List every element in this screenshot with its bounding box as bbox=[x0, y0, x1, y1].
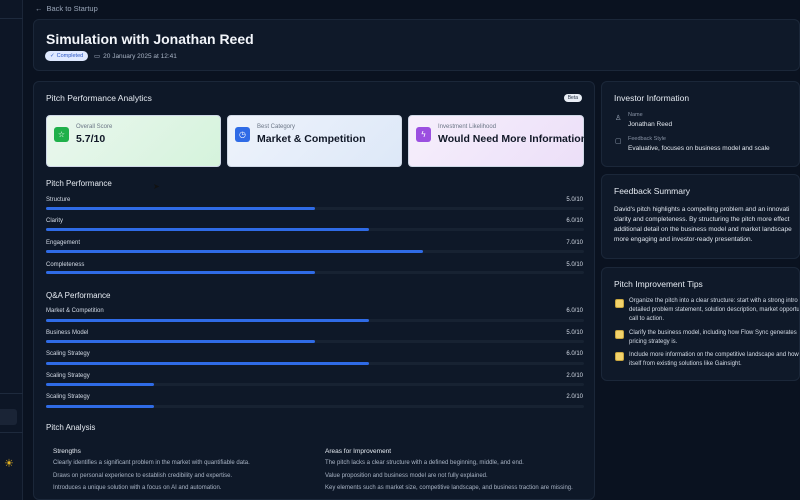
metric-bar bbox=[46, 271, 315, 274]
star-icon: ☆ bbox=[54, 127, 69, 142]
sidebar-item[interactable] bbox=[0, 409, 17, 425]
metric-label: Completeness bbox=[46, 262, 85, 268]
metric-label: Structure bbox=[46, 197, 71, 203]
metric-bar-track bbox=[46, 207, 584, 210]
metric-score: 5.0/10 bbox=[566, 330, 583, 336]
metric-bar-track bbox=[46, 405, 584, 408]
strength-item: Draws on personal experience to establis… bbox=[53, 473, 233, 479]
page-title: Simulation with Jonathan Reed bbox=[46, 31, 254, 47]
stat-label: Best Category bbox=[257, 124, 296, 130]
metric-bar bbox=[46, 405, 154, 408]
status-badge: ✓ Completed bbox=[45, 51, 89, 61]
metric-bar bbox=[46, 383, 154, 386]
sidebar-divider bbox=[0, 432, 23, 433]
clock-icon: ◷ bbox=[235, 127, 250, 142]
metric-bar bbox=[46, 250, 423, 253]
strength-item: Introduces a unique solution with a focu… bbox=[53, 485, 222, 491]
metric-score: 6.0/10 bbox=[566, 308, 583, 314]
sun-icon[interactable]: ☀ bbox=[4, 458, 14, 470]
date-text: 20 January 2025 at 12:41 bbox=[103, 52, 177, 60]
metric-bar-track bbox=[46, 362, 584, 365]
metric-label: Scaling Strategy bbox=[46, 351, 90, 357]
status-label: Completed bbox=[56, 53, 84, 59]
tips-title: Pitch Improvement Tips bbox=[614, 279, 703, 289]
back-label: Back to Startup bbox=[46, 4, 98, 13]
metric-bar bbox=[46, 207, 315, 210]
stat-card-overall-score: ☆ Overall Score 5.7/10 ➤ bbox=[46, 115, 221, 191]
stat-label: Investment Likelihood bbox=[438, 124, 497, 130]
metric-score: 2.0/10 bbox=[566, 373, 583, 379]
metric-label: Engagement bbox=[46, 240, 81, 246]
metric-label: Scaling Strategy bbox=[46, 394, 90, 400]
analytics-card: Pitch Performance Analytics Beta ☆ Overa… bbox=[33, 81, 595, 500]
tip-item: Organize the pitch into a clear structur… bbox=[629, 298, 800, 322]
metric-label: Business Model bbox=[46, 330, 89, 336]
pitch-analysis-title: Pitch Analysis bbox=[46, 423, 96, 432]
sidebar-divider bbox=[0, 393, 23, 394]
feedback-text: David's pitch highlights a compelling pr… bbox=[614, 206, 792, 243]
metric-label: Scaling Strategy bbox=[46, 373, 90, 379]
metric-bar-track bbox=[46, 228, 584, 231]
analytics-title: Pitch Performance Analytics bbox=[46, 93, 152, 103]
improvement-tips-card: Pitch Improvement Tips Organize the pitc… bbox=[601, 267, 800, 381]
metric-label: Market & Competition bbox=[46, 308, 104, 314]
strength-item: Clearly identifies a significant problem… bbox=[53, 460, 250, 466]
sidebar-divider bbox=[0, 18, 23, 19]
metric-bar-track bbox=[46, 319, 584, 322]
improvement-item: The pitch lacks a clear structure with a… bbox=[325, 460, 524, 466]
lightbulb-icon bbox=[615, 330, 624, 339]
stat-label: Overall Score bbox=[76, 124, 113, 130]
stat-value: 5.7/10 bbox=[76, 133, 106, 145]
feedback-title: Feedback Summary bbox=[614, 186, 691, 196]
qa-performance-title: Q&A Performance bbox=[46, 291, 111, 300]
metric-bar-track bbox=[46, 383, 584, 386]
feedback-style: Evaluative, focuses on business model an… bbox=[628, 145, 770, 152]
metric-bar bbox=[46, 228, 369, 231]
improvement-heading: Areas for Improvement bbox=[325, 448, 392, 455]
sidebar: ☀ bbox=[0, 0, 23, 500]
metric-bar-track bbox=[46, 340, 584, 343]
check-icon: ✓ bbox=[50, 53, 55, 59]
metric-bar bbox=[46, 340, 315, 343]
feedback-summary-card: Feedback Summary David's pitch highlight… bbox=[601, 174, 800, 259]
investor-title: Investor Information bbox=[614, 93, 690, 103]
beta-badge: Beta bbox=[563, 94, 582, 102]
metric-score: 6.0/10 bbox=[566, 351, 583, 357]
strengths-heading: Strengths bbox=[53, 448, 81, 455]
name-label: Name bbox=[628, 112, 643, 118]
metric-bar bbox=[46, 362, 369, 365]
pitch-performance-title: Pitch Performance bbox=[46, 179, 112, 188]
improvement-item: Value proposition and business model are… bbox=[325, 473, 488, 479]
user-icon: ♙ bbox=[615, 115, 622, 122]
lightbulb-icon bbox=[615, 352, 624, 361]
back-link[interactable]: ← Back to Startup bbox=[35, 4, 98, 13]
arrow-left-icon: ← bbox=[35, 4, 43, 13]
improvement-item: Key elements such as market size, compet… bbox=[325, 485, 573, 491]
stat-card-best-category: ◷ Best Category Market & Competition bbox=[227, 115, 402, 167]
metric-score: 5.0/10 bbox=[566, 197, 583, 203]
header-card: Simulation with Jonathan Reed ✓ Complete… bbox=[33, 19, 800, 71]
stat-card-investment-likelihood: ϟ Investment Likelihood Would Need More … bbox=[408, 115, 587, 167]
bolt-icon: ϟ bbox=[416, 127, 431, 142]
investor-name: Jonathan Reed bbox=[628, 121, 673, 128]
metric-score: 6.0/10 bbox=[566, 218, 583, 224]
metric-bar-track bbox=[46, 250, 584, 253]
mouse-cursor-icon: ➤ bbox=[153, 182, 160, 191]
metric-label: Clarity bbox=[46, 218, 64, 224]
investor-card: Investor Information ♙ Name Jonathan Ree… bbox=[601, 81, 800, 167]
tip-item: Clarify the business model, including ho… bbox=[629, 330, 797, 345]
metric-bar bbox=[46, 319, 369, 322]
metric-bar-track bbox=[46, 271, 584, 274]
metric-score: 2.0/10 bbox=[566, 394, 583, 400]
message-icon: ▢ bbox=[615, 138, 622, 145]
calendar-icon: ▭ bbox=[94, 53, 101, 60]
stat-value: Market & Competition bbox=[257, 133, 366, 145]
session-date: ▭ 20 January 2025 at 12:41 bbox=[94, 51, 177, 61]
metric-score: 5.0/10 bbox=[566, 262, 583, 268]
metric-score: 7.0/10 bbox=[566, 240, 583, 246]
style-label: Feedback Style bbox=[628, 136, 666, 142]
stat-value: Would Need More Information bbox=[438, 133, 588, 145]
tip-item: Include more information on the competit… bbox=[629, 352, 799, 367]
lightbulb-icon bbox=[615, 299, 624, 308]
